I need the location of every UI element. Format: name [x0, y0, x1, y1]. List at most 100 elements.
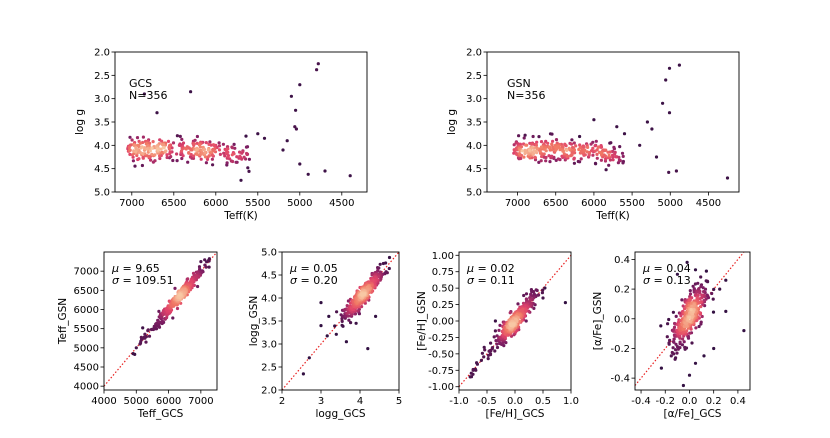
data-point — [151, 140, 155, 144]
data-point — [161, 312, 166, 317]
data-point — [569, 142, 574, 146]
data-point — [187, 151, 191, 155]
data-point — [609, 141, 613, 145]
data-point — [606, 150, 610, 154]
data-point — [664, 78, 668, 82]
data-point — [688, 331, 692, 335]
data-point — [599, 158, 604, 162]
data-point — [492, 335, 496, 339]
data-point — [597, 150, 602, 154]
data-point — [387, 266, 391, 271]
data-point — [200, 151, 204, 155]
data-point — [524, 298, 529, 302]
data-point — [148, 141, 152, 145]
data-point — [140, 145, 144, 149]
data-point — [700, 293, 704, 297]
x-tick-label: 7000 — [188, 396, 213, 407]
data-point — [711, 297, 715, 301]
data-point — [173, 286, 177, 290]
data-point — [294, 108, 298, 112]
data-point — [550, 132, 554, 136]
data-point — [617, 158, 622, 162]
data-point — [539, 145, 544, 149]
data-point — [141, 326, 145, 330]
data-point — [335, 310, 339, 314]
data-point — [542, 152, 546, 156]
data-point — [535, 140, 539, 144]
data-point — [138, 150, 142, 155]
data-point — [621, 161, 625, 165]
data-point — [245, 152, 249, 157]
x-axis-label: Teff(K) — [595, 210, 629, 222]
data-point — [572, 156, 576, 160]
data-point — [704, 279, 708, 283]
data-point — [178, 134, 182, 138]
data-point — [203, 263, 207, 267]
data-point — [217, 141, 221, 145]
data-point — [702, 290, 706, 294]
x-tick-label: 3 — [318, 396, 324, 407]
y-tick-label: -0.25 — [428, 333, 454, 344]
data-point — [589, 142, 593, 146]
plot-frame — [103, 251, 218, 391]
data-point — [150, 146, 154, 150]
data-point — [231, 159, 235, 164]
data-point — [186, 160, 190, 164]
data-point — [175, 134, 179, 138]
x-axis-label: Teff_GCS — [137, 408, 184, 420]
data-point — [688, 315, 692, 319]
y-axis-label: [α/Fe]_GSN — [592, 292, 604, 350]
data-point — [621, 154, 625, 158]
data-point — [145, 147, 149, 151]
data-point — [186, 277, 190, 281]
data-point — [135, 136, 140, 140]
data-point — [374, 314, 378, 318]
data-point — [203, 155, 208, 159]
data-point — [710, 291, 714, 296]
data-point — [493, 349, 497, 353]
y-tick-label: 2.0 — [466, 48, 482, 59]
y-tick-label: 5500 — [74, 324, 99, 335]
data-point — [181, 154, 185, 158]
y-tick-label: 5.0 — [94, 188, 110, 199]
data-point — [212, 149, 216, 153]
data-point — [555, 145, 559, 149]
data-point — [604, 157, 608, 161]
data-point — [238, 150, 242, 154]
data-point — [128, 148, 132, 152]
data-point — [230, 146, 235, 150]
data-point — [682, 330, 686, 334]
y-tick-label: 4.5 — [466, 164, 482, 175]
x-tick-label: 0.2 — [706, 396, 722, 407]
data-point — [165, 155, 169, 160]
data-point — [583, 148, 587, 152]
x-tick-label: 6500 — [161, 198, 186, 209]
x-tick-label: -0.5 — [477, 396, 497, 407]
y-tick-label: 3.5 — [261, 317, 277, 328]
data-point — [685, 329, 689, 333]
data-point — [184, 147, 188, 151]
data-point — [539, 140, 544, 144]
data-point — [137, 157, 141, 161]
data-point — [688, 298, 692, 302]
data-point — [504, 341, 508, 345]
x-tick-label: 5000 — [287, 198, 312, 209]
data-point — [334, 332, 338, 336]
data-point — [165, 316, 169, 320]
data-point — [712, 346, 716, 351]
data-point — [134, 146, 138, 150]
data-point — [517, 134, 521, 138]
data-point — [667, 66, 672, 70]
data-point — [561, 149, 565, 153]
data-point — [207, 154, 211, 158]
data-point — [131, 352, 135, 356]
data-point — [595, 152, 599, 156]
data-point — [540, 291, 545, 295]
data-point — [354, 321, 358, 325]
y-tick-label: 0.50 — [432, 284, 454, 295]
data-point — [550, 143, 554, 147]
x-axis-label: logg_GCS — [315, 408, 365, 420]
data-point — [531, 134, 535, 139]
y-tick-label: 4.5 — [94, 164, 110, 175]
data-point — [718, 287, 722, 291]
